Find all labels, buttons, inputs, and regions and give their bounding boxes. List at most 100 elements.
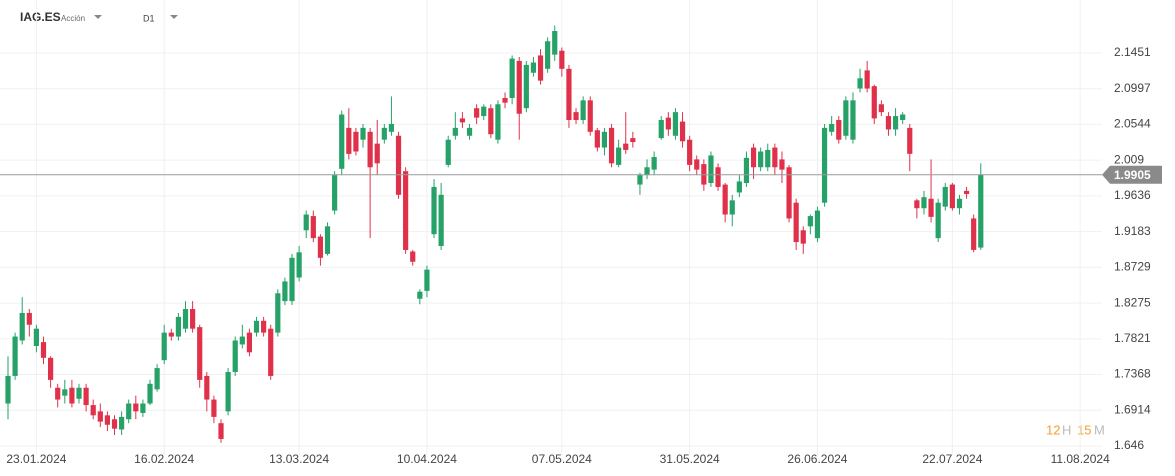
candle-body: [509, 58, 515, 98]
candle-body: [140, 403, 146, 413]
x-tick-label: 11.08.2024: [1051, 452, 1110, 466]
y-tick-label: 2.009: [1114, 152, 1144, 166]
candle-body: [76, 387, 82, 399]
candle-body: [800, 230, 806, 244]
candle-body: [452, 127, 458, 136]
candle-body: [12, 336, 18, 376]
candle-body: [417, 291, 423, 299]
candle-body: [942, 186, 948, 207]
candle-body: [339, 114, 345, 169]
candle-body: [133, 403, 139, 412]
candle-body: [836, 120, 842, 140]
candle-body: [573, 112, 579, 121]
candle-body: [367, 131, 373, 168]
candle-body: [83, 387, 89, 406]
candle-body: [381, 127, 387, 140]
candle-body: [821, 127, 828, 203]
candle-body: [871, 86, 877, 119]
candle-body: [317, 236, 324, 258]
candle-body: [211, 399, 217, 417]
candle-body: [332, 175, 338, 211]
candle-body: [161, 332, 167, 361]
candle-body: [892, 116, 899, 130]
candle-body: [772, 147, 778, 168]
y-tick-label: 2.0997: [1114, 81, 1151, 95]
candle-body: [182, 309, 189, 329]
candle-body: [935, 202, 941, 239]
candle-body: [623, 143, 629, 150]
candle-body: [949, 184, 955, 209]
candle-body: [246, 332, 253, 353]
candle-body: [814, 210, 821, 239]
candle-body: [729, 200, 735, 215]
candle-body: [438, 194, 444, 247]
candle-body: [864, 70, 870, 89]
candle-body: [750, 147, 757, 168]
candle-body: [190, 309, 196, 329]
dropdown-arrow[interactable]: [170, 15, 178, 19]
candle-body: [907, 127, 913, 154]
candle-body: [197, 327, 203, 380]
x-tick-label: 13.03.2024: [269, 452, 329, 466]
candle-body: [403, 171, 409, 250]
candle-body: [232, 340, 238, 373]
candle-body: [559, 50, 565, 69]
current-price-box: [1102, 165, 1162, 184]
candle-body: [601, 131, 608, 148]
candle-body: [651, 157, 657, 170]
candle-body: [495, 104, 501, 140]
candle-body: [878, 104, 884, 113]
timer-minutes-unit: M: [1094, 422, 1105, 437]
y-tick-label: 1.8275: [1114, 295, 1151, 309]
y-tick-label: 1.9636: [1114, 188, 1151, 202]
candle-body: [843, 100, 849, 136]
candle-body: [900, 114, 906, 121]
candle-body: [914, 200, 920, 209]
instrument-kind: Acción: [61, 14, 85, 23]
candle-body: [644, 167, 650, 176]
candle-body: [147, 383, 153, 404]
candle-body: [225, 372, 231, 412]
candle-body: [90, 405, 96, 416]
candle-body: [580, 100, 586, 121]
candle-body: [885, 116, 892, 130]
candle-body: [779, 159, 785, 170]
candle-body: [502, 97, 508, 103]
candle-body: [672, 112, 679, 136]
y-tick-label: 1.8729: [1114, 260, 1151, 274]
y-tick-label: 2.1451: [1114, 45, 1151, 59]
candle-body: [395, 135, 402, 195]
candle-body: [481, 106, 487, 117]
candle-body: [765, 149, 771, 168]
y-tick-label: 1.6914: [1114, 402, 1151, 416]
candle-body: [566, 68, 572, 121]
candle-body: [466, 127, 473, 136]
timer-hours: 12: [1046, 422, 1060, 437]
candle-body: [353, 131, 359, 152]
x-tick-label: 31.05.2024: [660, 452, 720, 466]
candle-body: [921, 197, 927, 209]
candle-body: [665, 117, 671, 130]
candle-body: [630, 138, 636, 143]
candle-body: [374, 143, 380, 164]
candle-body: [5, 375, 11, 404]
candle-body: [55, 387, 61, 400]
candle-body: [253, 320, 260, 333]
dropdown-arrow[interactable]: [94, 15, 102, 19]
timeframe[interactable]: D1: [143, 13, 155, 23]
candle-body: [587, 100, 593, 132]
symbol[interactable]: IAG.ES: [20, 10, 61, 24]
candle-body: [786, 167, 792, 219]
candle-body: [303, 214, 309, 231]
candle-body: [275, 293, 281, 333]
candle-body: [807, 216, 813, 227]
candle-body: [346, 127, 352, 154]
candle-body: [488, 108, 494, 135]
candle-body: [722, 184, 728, 215]
candle-body: [971, 218, 977, 250]
current-price-label: 1.9905: [1114, 168, 1151, 182]
candle-body: [978, 174, 984, 248]
candle-body: [388, 123, 395, 132]
candle-body: [537, 55, 544, 81]
